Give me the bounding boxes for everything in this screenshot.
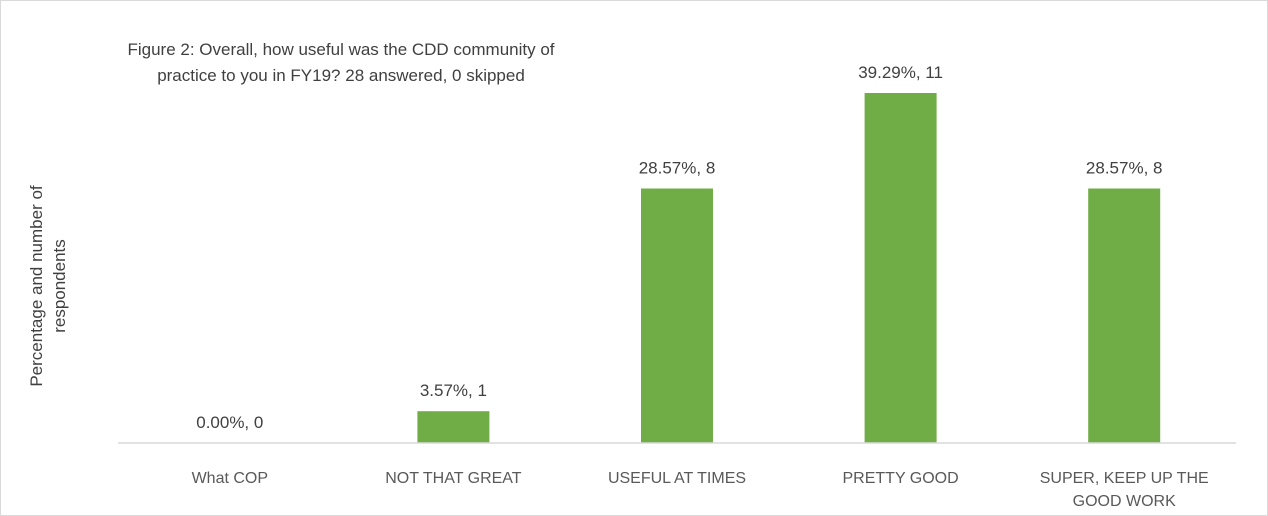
data-label: 28.57%, 8 [639,158,716,177]
category-label: NOT THAT GREAT [385,470,522,487]
category-label: PRETTY GOOD [843,470,959,487]
category-label: USEFUL AT TIMES [608,470,746,487]
category-label: What COP [192,470,268,487]
data-label: 0.00%, 0 [196,413,263,432]
category-label: GOOD WORK [1073,493,1176,510]
chart-title-line-2: practice to you in FY19? 28 answered, 0 … [157,66,525,85]
bar [1088,188,1161,443]
bars-group [417,93,1161,443]
chart-title: Figure 2: Overall, how useful was the CD… [41,37,641,89]
data-labels-group: 0.00%, 0 3.57%, 1 28.57%, 8 39.29%, 11 28.57… [196,63,1162,432]
bar [864,93,937,443]
data-label: 39.29%, 11 [858,63,943,82]
category-label: SUPER, KEEP UP THE [1040,470,1209,487]
chart-title-line-1: Figure 2: Overall, how useful was the CD… [127,40,555,59]
bar [417,411,490,443]
data-label: 3.57%, 1 [420,381,487,400]
category-labels-group: What COP NOT THAT GREAT USEFUL AT TIMES PRE… [192,470,1209,510]
bar [641,188,713,443]
data-label: 28.57%, 8 [1086,158,1163,177]
